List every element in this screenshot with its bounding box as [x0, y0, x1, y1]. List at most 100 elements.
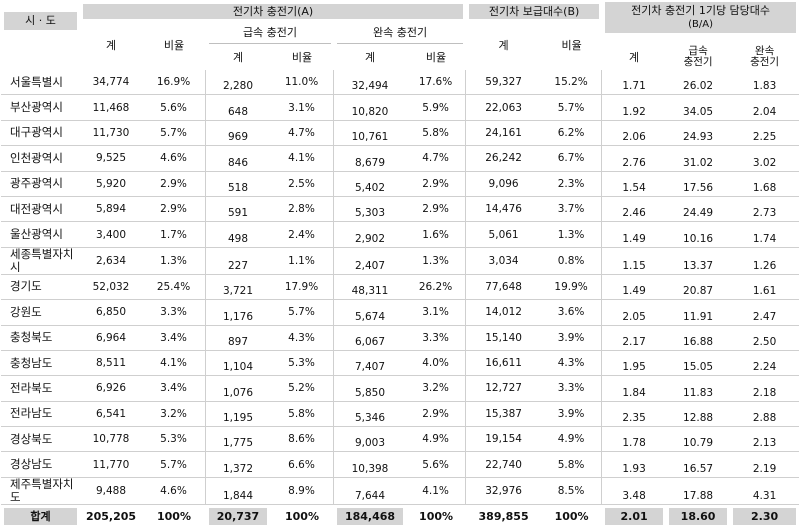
- region-cell: 충청남도: [1, 351, 80, 377]
- total-region-cell: 합계: [1, 505, 80, 529]
- total-slow-count-cell: 184,468: [334, 505, 406, 529]
- slow-count-header: 계: [334, 44, 406, 70]
- table-row: 전라북도 6,926 3.4% 1,076 5.2% 5,850 3.2% 12,727 3.3…: [1, 376, 800, 402]
- ev-count-cell: 15,140: [466, 326, 542, 351]
- per-total-header: 계: [602, 44, 667, 70]
- total-count-cell: 9,525: [80, 146, 142, 172]
- per-fast-cell: 24.93: [666, 121, 731, 147]
- fast-ratio-header: 비율: [270, 44, 334, 70]
- slow-ratio-cell: 2.9%: [406, 196, 467, 223]
- fast-count-cell: 969: [206, 121, 270, 147]
- per-slow-cell: 2.25: [730, 121, 800, 147]
- ev-count-cell: 12,727: [466, 376, 542, 402]
- slow-count-cell: 6,067: [334, 326, 406, 351]
- fast-count-cell: 846: [206, 146, 270, 172]
- total-per-total-cell: 2.01: [602, 505, 666, 529]
- per-total-cell: 2.46: [602, 197, 667, 223]
- total-count-cell: 11,468: [80, 95, 142, 121]
- per-total-cell: 1.54: [602, 172, 667, 197]
- fast-ratio-cell: 4.7%: [270, 120, 334, 147]
- per-total-cell: 1.84: [602, 376, 667, 402]
- region-cell: 대구광역시: [1, 121, 80, 147]
- table-row: 경상북도 10,778 5.3% 1,775 8.6% 9,003 4.9% 19,154 4.…: [1, 427, 800, 453]
- slow-ratio-cell: 2.9%: [406, 171, 467, 197]
- ev-count-cell: 5,061: [466, 222, 542, 248]
- ev-count-cell: 15,387: [466, 402, 542, 428]
- per-group-label-line1: 전기차 충전기 1기당 담당대수: [631, 4, 771, 17]
- per-slow-cell: 2.24: [730, 351, 800, 377]
- region-cell: 강원도: [1, 300, 80, 326]
- ev-count-cell: 77,648: [466, 275, 542, 301]
- slow-ratio-cell: 26.2%: [406, 274, 467, 301]
- per-slow-cell: 2.50: [730, 326, 800, 351]
- total-ev-count-cell: 389,855: [478, 510, 529, 524]
- per-slow-cell: 2.88: [730, 402, 800, 428]
- region-header-label: 시 · 도: [4, 12, 77, 30]
- region-cell: 제주특별자치도: [1, 478, 80, 505]
- region-cell: 경기도: [1, 275, 80, 301]
- per-total-cell: 1.93: [602, 452, 667, 478]
- total-count-cell: 10,778: [80, 427, 142, 453]
- per-group-header: 전기차 충전기 1기당 담당대수 (B/A): [602, 2, 800, 44]
- fast-count-cell: 2,280: [206, 70, 270, 96]
- total-ratio-cell: 3.4%: [142, 325, 206, 351]
- total-count-cell: 8,511: [80, 351, 142, 377]
- per-group-label: 전기차 충전기 1기당 담당대수 (B/A): [605, 2, 797, 33]
- per-slow-cell: 2.19: [730, 452, 800, 478]
- per-fast-header-line2: 충전기: [683, 56, 713, 68]
- region-cell: 대전광역시: [1, 197, 80, 223]
- per-fast-cell: 11.91: [666, 300, 731, 326]
- ev-ratio-cell: 4.3%: [541, 350, 603, 377]
- total-ev-ratio-cell: 100%: [554, 510, 589, 524]
- slow-ratio-cell: 4.1%: [406, 477, 467, 505]
- fast-count-cell: 498: [206, 222, 270, 248]
- ev-count-cell: 14,012: [466, 300, 542, 326]
- slow-ratio-cell: 3.2%: [406, 376, 467, 402]
- slow-count-cell: 48,311: [334, 275, 406, 301]
- region-cell: 광주광역시: [1, 172, 80, 197]
- ev-count-cell: 9,096: [466, 172, 542, 197]
- per-fast-cell: 12.88: [666, 402, 731, 428]
- ev-ratio-header: 비율: [541, 20, 603, 70]
- total-ratio-cell: 2.9%: [142, 171, 206, 197]
- total-slow-ratio-cell: 100%: [419, 510, 454, 524]
- fast-ratio-cell: 2.5%: [270, 171, 334, 197]
- per-slow-header: 완속 충전기: [730, 44, 800, 70]
- fast-count-cell: 1,372: [206, 452, 270, 478]
- per-total-cell: 1.71: [602, 70, 667, 96]
- slow-ratio-cell: 2.9%: [406, 401, 467, 428]
- table-header: 시 · 도 전기차 충전기(A) 전기차 보급대수(B) 전기차 충전기 1기당…: [1, 2, 800, 70]
- per-total-cell: 2.17: [602, 326, 667, 351]
- slow-ratio-cell: 5.6%: [406, 452, 467, 478]
- per-fast-cell: 31.02: [666, 146, 731, 172]
- table-row: 부산광역시 11,468 5.6% 648 3.1% 10,820 5.9% 22,063 5.…: [1, 95, 800, 121]
- per-fast-cell: 20.87: [666, 275, 731, 301]
- ev-count-cell: 24,161: [466, 121, 542, 147]
- total-ratio-cell: 5.6%: [142, 95, 206, 121]
- fast-ratio-cell: 3.1%: [270, 95, 334, 121]
- ev-ratio-cell: 5.8%: [541, 452, 603, 478]
- total-count-cell: 6,964: [80, 326, 142, 351]
- total-per-total-value: 2.01: [605, 508, 664, 526]
- ev-ratio-cell: 6.2%: [541, 120, 603, 147]
- fast-count-cell: 1,775: [206, 427, 270, 453]
- fast-count-header: 계: [206, 44, 270, 70]
- fast-ratio-cell: 5.3%: [270, 350, 334, 377]
- slow-count-cell: 5,402: [334, 172, 406, 197]
- total-row: 합계 205,205 100% 20,737 100% 184,468 100% 389,85…: [1, 505, 799, 529]
- per-slow-cell: 1.61: [730, 275, 800, 301]
- per-slow-cell: 1.74: [730, 222, 800, 248]
- table-row: 대전광역시 5,894 2.9% 591 2.8% 5,303 2.9% 14,476 3.7%…: [1, 196, 800, 223]
- per-fast-header: 급속 충전기: [666, 44, 731, 70]
- ev-count-cell: 26,242: [466, 146, 542, 172]
- ev-ratio-cell: 3.9%: [541, 401, 603, 428]
- fast-ratio-cell: 1.1%: [270, 247, 334, 275]
- total-count-cell: 52,032: [80, 275, 142, 301]
- fast-ratio-cell: 17.9%: [270, 274, 334, 301]
- total-slow-count-value: 184,468: [337, 508, 403, 526]
- slow-count-cell: 10,761: [334, 121, 406, 147]
- table-row: 경상남도 11,770 5.7% 1,372 6.6% 10,398 5.6% 22,740 5…: [1, 452, 800, 478]
- total-count-cell: 5,894: [80, 197, 142, 223]
